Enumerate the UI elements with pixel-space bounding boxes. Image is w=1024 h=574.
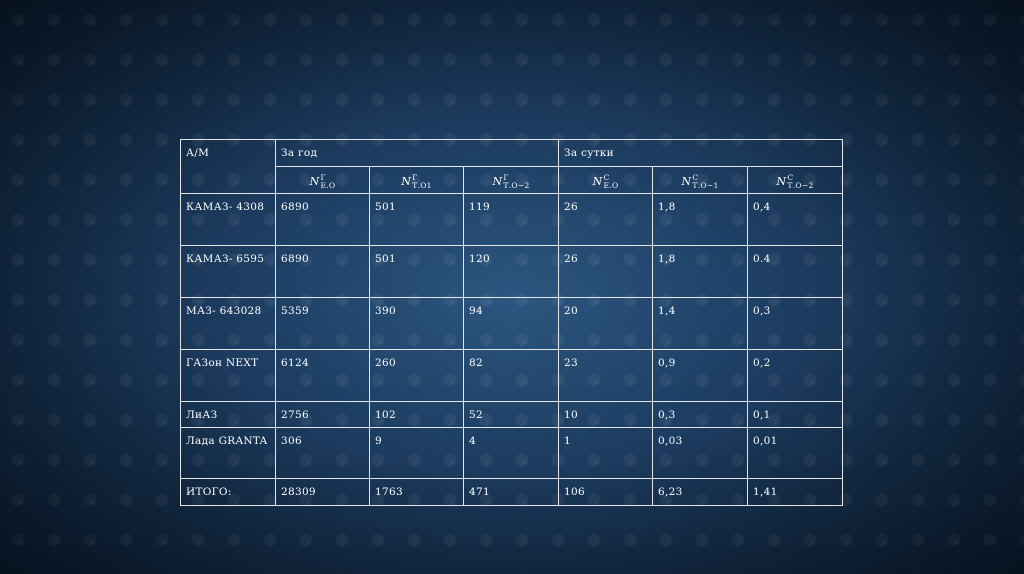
- value-cell: 106: [558, 478, 653, 506]
- table-row: МАЗ- 643028 5359 390 94 20 1,4 0,3: [180, 297, 843, 350]
- value-cell: 390: [369, 297, 464, 350]
- model-cell: МАЗ- 643028: [180, 297, 276, 350]
- header-row-groups: А/М За год За сутки: [180, 139, 843, 194]
- value-cell: 501: [369, 193, 464, 246]
- symbol-header: N Г Т.О−2: [463, 166, 559, 194]
- value-cell: 0,1: [747, 401, 843, 428]
- value-cell: 119: [463, 193, 559, 246]
- symbol-header: N С Е.О: [558, 166, 653, 194]
- model-cell: Лада GRANTA: [180, 427, 276, 479]
- model-cell: ГАЗон NEXT: [180, 349, 276, 402]
- table-row: КАМАЗ- 4308 6890 501 119 26 1,8 0,4: [180, 193, 843, 246]
- value-cell: 306: [275, 427, 370, 479]
- value-cell: 26: [558, 245, 653, 298]
- value-cell: 102: [369, 401, 464, 428]
- symbol-header: N Г Т.О1: [369, 166, 464, 194]
- table-row: ЛиАЗ 2756 102 52 10 0,3 0,1: [180, 401, 843, 428]
- value-cell: 1,41: [747, 478, 843, 506]
- model-cell: ИТОГО:: [180, 478, 276, 506]
- value-cell: 28309: [275, 478, 370, 506]
- value-cell: 26: [558, 193, 653, 246]
- value-cell: 1: [558, 427, 653, 479]
- table-row: КАМАЗ- 6595 6890 501 120 26 1,8 0.4: [180, 245, 843, 298]
- value-cell: 1,4: [652, 297, 748, 350]
- value-cell: 0,3: [747, 297, 843, 350]
- value-cell: 6890: [275, 193, 370, 246]
- value-cell: 5359: [275, 297, 370, 350]
- value-cell: 6124: [275, 349, 370, 402]
- header-row-symbols: N Г Е.О N Г Т.О1 N Г Т.О−2 N С Е.О N С Т.О−1 N С Т.О…: [181, 166, 843, 194]
- value-cell: 501: [369, 245, 464, 298]
- value-cell: 1,8: [652, 193, 748, 246]
- group-header-year: За год: [275, 139, 559, 167]
- corner-header: А/М: [180, 139, 276, 194]
- value-cell: 2756: [275, 401, 370, 428]
- maintenance-table: А/М За год За сутки N Г Е.О N Г Т.О1 N Г Т.О−2…: [180, 139, 843, 506]
- value-cell: 6890: [275, 245, 370, 298]
- model-cell: КАМАЗ- 6595: [180, 245, 276, 298]
- value-cell: 1,8: [652, 245, 748, 298]
- symbol-header: N Г Е.О: [275, 166, 370, 194]
- value-cell: 0,9: [652, 349, 748, 402]
- value-cell: 52: [463, 401, 559, 428]
- value-cell: 0.4: [747, 245, 843, 298]
- symbol-header: N С Т.О−2: [747, 166, 843, 194]
- value-cell: 0,01: [747, 427, 843, 479]
- value-cell: 1763: [369, 478, 464, 506]
- model-cell: КАМАЗ- 4308: [180, 193, 276, 246]
- value-cell: 0,4: [747, 193, 843, 246]
- value-cell: 94: [463, 297, 559, 350]
- value-cell: 20: [558, 297, 653, 350]
- value-cell: 23: [558, 349, 653, 402]
- value-cell: 0,3: [652, 401, 748, 428]
- table-row: ГАЗон NEXT 6124 260 82 23 0,9 0,2: [180, 349, 843, 402]
- table-row: Лада GRANTA 306 9 4 1 0,03 0,01: [180, 427, 843, 479]
- value-cell: 260: [369, 349, 464, 402]
- value-cell: 9: [369, 427, 464, 479]
- value-cell: 4: [463, 427, 559, 479]
- value-cell: 120: [463, 245, 559, 298]
- value-cell: 82: [463, 349, 559, 402]
- total-row: ИТОГО: 28309 1763 471 106 6,23 1,41: [180, 478, 843, 506]
- value-cell: 0,2: [747, 349, 843, 402]
- symbol-header: N С Т.О−1: [652, 166, 748, 194]
- value-cell: 0,03: [652, 427, 748, 479]
- value-cell: 471: [463, 478, 559, 506]
- group-header-day: За сутки: [558, 139, 843, 167]
- value-cell: 10: [558, 401, 653, 428]
- model-cell: ЛиАЗ: [180, 401, 276, 428]
- value-cell: 6,23: [652, 478, 748, 506]
